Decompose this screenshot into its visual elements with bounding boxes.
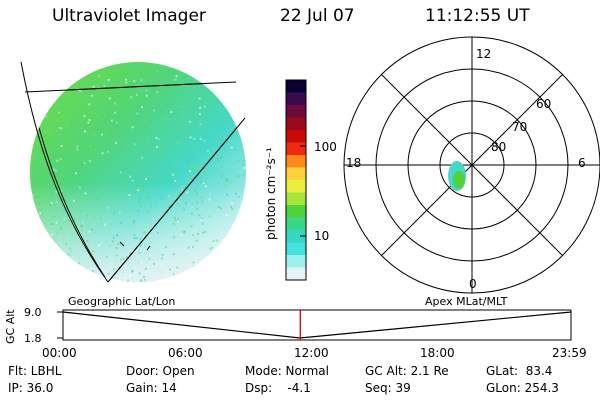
polar-plot: [343, 36, 600, 294]
colorbar-segment: [286, 180, 306, 193]
lat-label-70: 70: [512, 120, 528, 134]
colorbar-segment: [286, 80, 306, 93]
info-glon: GLon: 254.3: [486, 381, 559, 395]
info-mode: Mode: Normal: [245, 364, 329, 378]
uv-image-disc: [20, 61, 246, 283]
y-tick-9: 9.0: [24, 306, 42, 319]
x-tick-1200: 12:00: [294, 346, 329, 360]
lat-label-60: 60: [536, 97, 552, 111]
info-ip: IP: 36.0: [8, 381, 54, 395]
mlt-label-12: 12: [476, 47, 492, 61]
colorbar-segment: [286, 230, 306, 243]
colorbar-segment: [286, 192, 306, 206]
mlt-label-18: 18: [346, 156, 362, 170]
mlt-label-0: 0: [469, 277, 477, 291]
colorbar-segment: [286, 267, 306, 281]
info-filter: Flt: LBHL: [8, 364, 62, 378]
colorbar-segment: [286, 217, 306, 231]
mlt-label-6: 6: [578, 156, 586, 170]
info-seq: Seq: 39: [365, 381, 411, 395]
info-gc-alt: GC Alt: 2.1 Re: [365, 364, 449, 378]
x-tick-1800: 18:00: [420, 346, 455, 360]
info-glat: GLat: 83.4: [486, 364, 553, 378]
colorbar-segment: [286, 92, 306, 106]
colorbar-segment: [286, 167, 306, 181]
x-tick-0000: 00:00: [42, 346, 77, 360]
y-axis-label: GC Alt: [4, 309, 17, 344]
colorbar-segment: [286, 205, 306, 218]
info-dsp: Dsp: -4.1: [245, 381, 311, 395]
colorbar-segment: [286, 130, 306, 143]
y-tick-1-8: 1.8: [24, 332, 42, 345]
colorbar-tick-10: 10: [314, 229, 330, 243]
lat-label-80: 80: [491, 140, 507, 154]
colorbar-segment: [286, 142, 306, 156]
polar-aurora-blob: [448, 161, 466, 191]
colorbar-segment: [286, 242, 306, 256]
colorbar-segment: [286, 155, 306, 168]
colorbar-segment: [286, 255, 306, 268]
colorbar-segment: [286, 117, 306, 131]
instrument-title: Ultraviolet Imager: [52, 6, 206, 26]
colorbar-unit-label: photon cm⁻²s⁻¹: [264, 147, 278, 240]
date-label: 22 Jul 07: [280, 6, 355, 26]
timeline-right-title: Apex MLat/MLT: [425, 295, 508, 308]
altitude-timeline: [57, 309, 572, 341]
timeline-left-title: Geographic Lat/Lon: [68, 295, 176, 308]
colorbar: [285, 79, 307, 281]
colorbar-segment: [286, 105, 306, 118]
x-tick-2359: 23:59: [552, 346, 587, 360]
info-gain: Gain: 14: [126, 381, 177, 395]
info-door: Door: Open: [126, 364, 195, 378]
time-label: 11:12:55 UT: [425, 6, 530, 26]
colorbar-tick-100: 100: [314, 140, 337, 154]
x-tick-0600: 06:00: [168, 346, 203, 360]
